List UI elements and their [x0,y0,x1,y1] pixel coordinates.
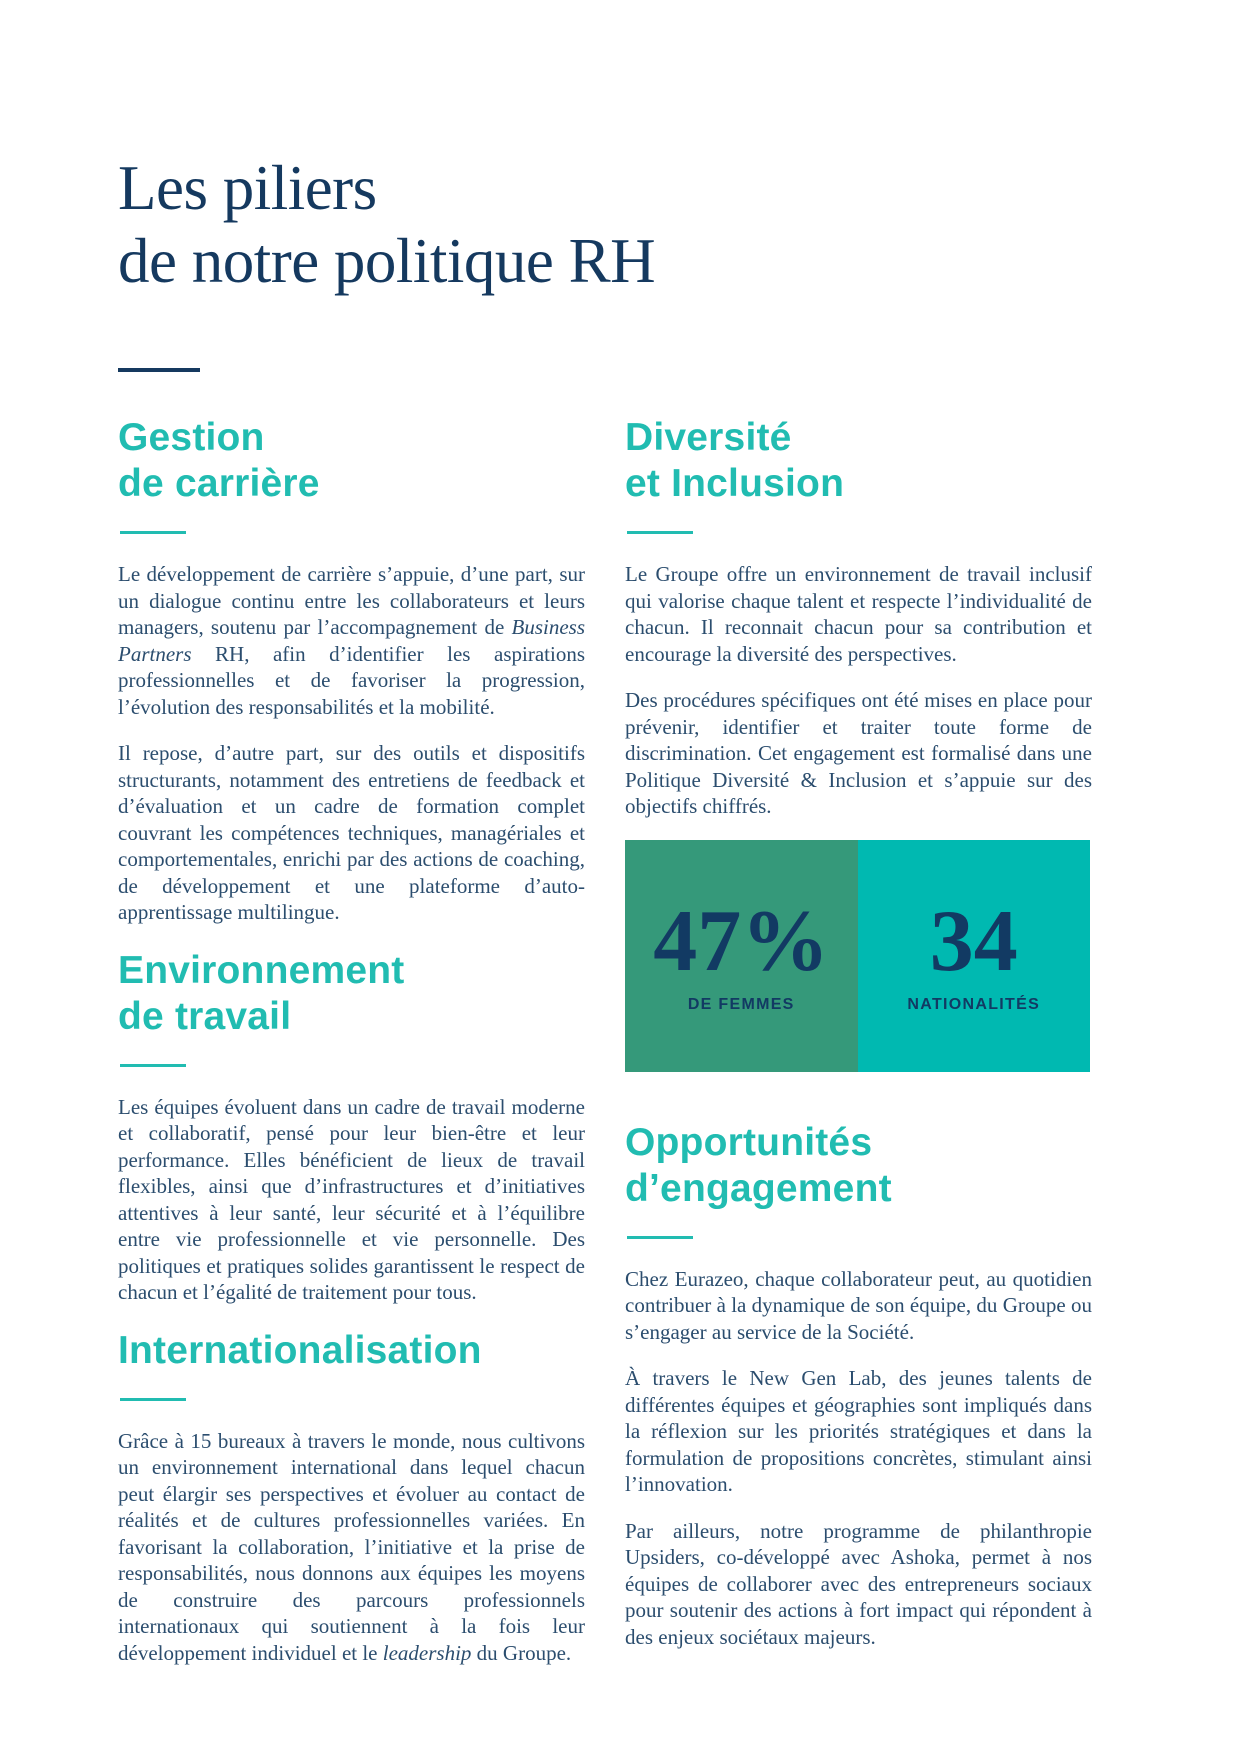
page-title-line-2: de notre politique RH [118,226,656,296]
stat-value: 34 [929,892,1018,990]
paragraph-segment: Grâce à 15 bureaux à travers le monde, n… [118,1428,585,1665]
section-heading-environnement-de-travail: Environnement de travail [118,948,405,1038]
heading-rule [120,1063,186,1067]
italic-segment: Business Partners [118,615,585,666]
paragraph: Le développement de carrière s’appuie, d… [118,561,585,720]
paragraph-segment: du Groupe. [471,1640,572,1665]
stat-card-nationalites: 34 NATIONALITÉS [857,839,1090,1072]
page-title: Les piliers de notre politique RH [118,152,656,298]
heading-rule [627,531,693,534]
section-heading-opportunites-engagement: Opportunités d’engagement [625,1120,892,1210]
italic-segment: leadership [382,1640,472,1665]
left-column: Gestion de carrière Le développement de … [118,415,585,1686]
stat-label: DE FEMMES [687,995,795,1013]
heading-rule [120,531,186,534]
paragraph: Le Groupe offre un environnement de trav… [625,562,1092,666]
stat-value: 47% [653,892,830,990]
right-column: Diversité et Inclusion Le Groupe offre u… [625,415,1092,1670]
paragraph: Des procédures spécifiques ont été mises… [625,688,1092,818]
stat-label: NATIONALITÉS [907,995,1041,1013]
title-rule [118,368,200,372]
paragraph-segment: RH, afin d’identifier les aspirations pr… [118,641,585,719]
section-heading-internationalisation: Internationalisation [118,1328,482,1372]
section-heading-diversite-et-inclusion: Diversité et Inclusion [625,416,845,505]
paragraph: Il repose, d’autre part, sur des outils … [118,741,585,924]
paragraph: Chez Eurazeo, chaque collaborateur peut,… [625,1266,1092,1344]
page-header: Les piliers de notre politique RH [118,152,656,372]
paragraph: Par ailleurs, notre programme de philant… [625,1518,1092,1649]
paragraph-segment: Le développement de carrière s’appuie, d… [118,562,585,639]
stats-infographic: 47% DE FEMMES 34 NATIONALITÉS [625,839,1090,1072]
paragraph: Les équipes évoluent dans un cadre de tr… [118,1094,585,1305]
paragraph: Grâce à 15 bureaux à travers le monde, n… [118,1428,585,1667]
heading-rule [627,1235,693,1239]
page-title-line-1: Les piliers [118,153,377,223]
heading-rule [120,1397,186,1401]
section-heading-gestion-de-carriere: Gestion de carrière [118,416,320,505]
stat-card-femmes: 47% DE FEMMES [625,839,858,1072]
paragraph: À travers le New Gen Lab, des jeunes tal… [625,1366,1092,1496]
